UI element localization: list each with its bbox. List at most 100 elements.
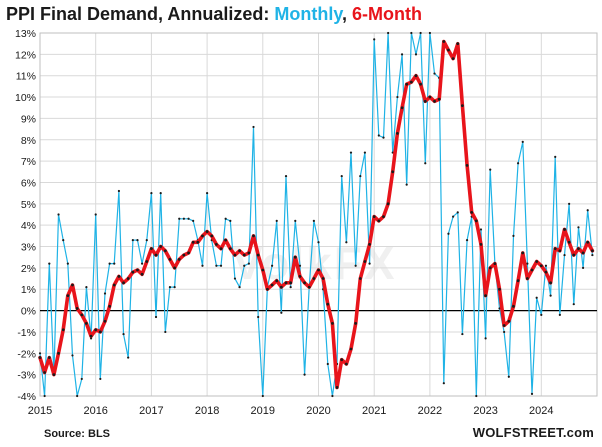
data-point <box>117 275 121 278</box>
data-point <box>219 247 223 251</box>
data-point <box>103 292 107 295</box>
data-point <box>549 281 553 285</box>
data-point <box>563 228 566 231</box>
y-tick-label: 0% <box>21 306 36 318</box>
data-point <box>419 82 422 86</box>
data-point <box>475 394 478 398</box>
y-tick-label: 11% <box>16 71 36 83</box>
x-tick-label: 2020 <box>306 405 330 417</box>
data-point <box>247 251 251 255</box>
data-point <box>507 375 510 378</box>
x-tick-label: 2017 <box>139 405 163 417</box>
data-point <box>196 240 200 244</box>
data-point <box>192 219 195 223</box>
title-main: PPI Final Demand, Annualized: <box>6 4 275 24</box>
data-point <box>447 232 450 235</box>
data-point <box>386 202 390 206</box>
data-point <box>419 31 422 35</box>
y-tick-label: 7% <box>21 156 36 168</box>
data-point <box>94 213 97 216</box>
title-separator: , <box>342 4 353 24</box>
data-point <box>131 239 134 242</box>
data-point <box>553 247 557 251</box>
y-tick-label: 10% <box>15 92 36 104</box>
data-point <box>150 192 153 195</box>
data-point <box>577 226 580 229</box>
data-point <box>127 356 130 359</box>
data-point <box>544 264 548 267</box>
data-point <box>154 315 158 319</box>
data-point <box>312 277 316 280</box>
data-point <box>317 268 320 272</box>
data-point <box>451 57 455 61</box>
data-point <box>57 213 60 216</box>
data-point <box>243 264 246 267</box>
data-point <box>433 72 436 75</box>
data-point <box>275 279 279 283</box>
data-point <box>433 99 436 103</box>
data-point <box>145 239 148 242</box>
y-tick-label: 1% <box>21 284 36 296</box>
data-point <box>154 253 158 257</box>
data-point <box>150 247 153 251</box>
data-point <box>377 219 381 223</box>
data-point <box>460 104 464 107</box>
data-point <box>452 215 455 218</box>
data-point <box>358 277 362 280</box>
x-tick-label: 2015 <box>28 405 52 417</box>
data-point <box>382 215 385 219</box>
data-point <box>80 313 84 317</box>
data-point <box>354 322 358 325</box>
data-point <box>52 373 56 377</box>
data-point <box>373 38 376 41</box>
data-point <box>572 303 575 306</box>
data-point <box>43 371 47 374</box>
data-point <box>303 373 306 376</box>
data-point <box>326 302 330 306</box>
data-point <box>335 386 339 389</box>
data-point <box>247 262 250 265</box>
data-point <box>484 294 487 298</box>
data-point <box>581 251 585 255</box>
data-point <box>126 277 130 280</box>
data-point <box>400 106 404 110</box>
data-point <box>340 358 344 362</box>
y-tick-label: -2% <box>17 348 36 360</box>
data-point <box>391 170 395 174</box>
data-point <box>558 313 561 316</box>
data-point <box>521 251 525 255</box>
data-point <box>568 202 571 205</box>
data-point <box>503 330 506 334</box>
source-label: Source: BLS <box>44 428 111 440</box>
data-point <box>540 313 543 316</box>
series-six-month <box>38 39 595 390</box>
data-point <box>289 286 292 289</box>
data-point <box>178 217 181 220</box>
data-point <box>512 234 515 237</box>
y-tick-label: -3% <box>17 370 36 382</box>
data-point <box>590 249 594 253</box>
data-point <box>48 262 51 265</box>
data-point <box>66 262 69 265</box>
data-point <box>586 209 589 212</box>
data-point <box>298 264 302 267</box>
data-point <box>479 228 483 231</box>
data-point <box>47 356 51 359</box>
data-point <box>507 319 511 323</box>
data-point <box>164 330 167 334</box>
data-point <box>544 270 548 274</box>
data-point <box>57 351 60 355</box>
data-point <box>572 253 576 257</box>
data-point <box>530 268 534 272</box>
data-point <box>71 283 74 287</box>
data-point <box>410 31 413 35</box>
data-point <box>229 219 232 223</box>
y-tick-label: 2% <box>21 263 36 275</box>
data-point <box>340 174 343 178</box>
data-point <box>563 253 566 257</box>
data-point <box>228 247 232 251</box>
data-point <box>38 352 42 355</box>
data-point <box>349 347 353 351</box>
data-point <box>266 287 269 291</box>
data-point <box>456 211 459 214</box>
